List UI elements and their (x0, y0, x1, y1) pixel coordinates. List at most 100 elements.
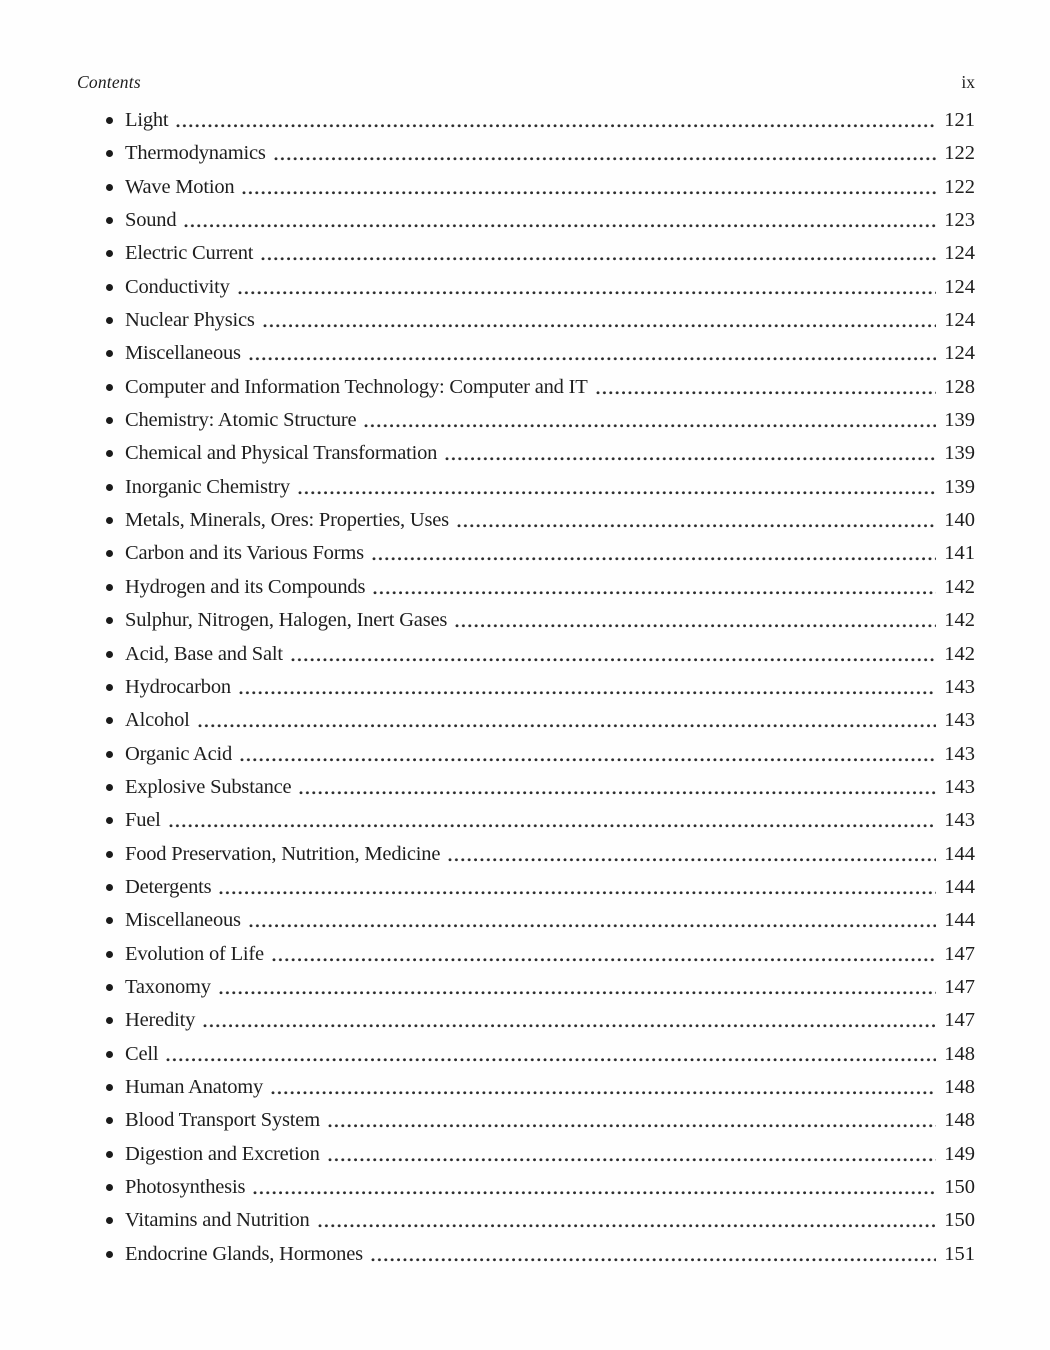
bullet-icon (104, 1038, 125, 1071)
toc-entry-page: 151 (944, 1242, 975, 1265)
toc-entry: Heredity 147 (104, 1004, 975, 1038)
toc-entry-page: 128 (944, 375, 975, 398)
toc-entry: Detergents 144 (104, 870, 975, 905)
toc-entry-title: Thermodynamics (125, 142, 266, 165)
toc-entry-title: Sound (125, 209, 177, 232)
toc-entry: Endocrine Glands, Hormones 151 (104, 1237, 975, 1272)
toc-entry-page: 124 (944, 342, 975, 365)
bullet-icon (104, 1204, 125, 1237)
toc-entry: Organic Acid 143 (104, 737, 975, 771)
dot-leader (447, 837, 936, 871)
toc-entry: Metals, Minerals, Ores: Properties, Uses… (104, 504, 975, 538)
running-head-title: Contents (77, 72, 141, 92)
toc-entry-title: Digestion and Excretion (125, 1142, 320, 1165)
toc-entry-page: 148 (944, 1109, 975, 1132)
bullet-icon (104, 1104, 125, 1137)
toc-entry-title: Wave Motion (125, 175, 235, 198)
toc-entry-page: 121 (944, 109, 975, 131)
dot-leader (241, 170, 936, 205)
toc-entry: Miscellaneous 124 (104, 337, 975, 371)
toc-entry-title: Hydrogen and its Compounds (125, 575, 366, 598)
dot-leader (298, 770, 936, 805)
bullet-icon (104, 137, 125, 170)
toc-entry-page: 124 (944, 309, 975, 332)
dot-leader (260, 237, 936, 271)
bullet-icon (104, 871, 125, 904)
dot-leader (236, 270, 936, 305)
toc-entry-page: 124 (944, 242, 975, 265)
dot-leader (175, 104, 936, 138)
toc-entry-page: 143 (944, 809, 975, 832)
dot-leader (252, 1171, 936, 1205)
dot-leader (454, 604, 936, 638)
dot-leader (196, 704, 936, 738)
bullet-icon (104, 537, 125, 570)
dot-leader (247, 904, 936, 938)
toc-entry-page: 144 (944, 842, 975, 865)
dot-leader (261, 304, 936, 338)
dot-leader (183, 204, 936, 238)
toc-entry-page: 150 (944, 1176, 975, 1198)
toc-entry: Conductivity 124 (104, 270, 975, 305)
bullet-icon (104, 171, 125, 204)
bullet-icon (104, 738, 125, 771)
toc-entry-page: 142 (944, 609, 975, 632)
dot-leader (167, 804, 936, 838)
toc-entry-page: 147 (944, 942, 975, 965)
toc-entry-title: Cell (125, 1042, 159, 1065)
toc-entry-page: 123 (944, 209, 975, 232)
toc-entry-title: Endocrine Glands, Hormones (125, 1242, 363, 1265)
toc-entry-title: Detergents (125, 875, 212, 898)
toc-entry: Hydrogen and its Compounds 142 (104, 570, 975, 605)
toc-entry-page: 149 (944, 1142, 975, 1165)
toc-entry-title: Carbon and its Various Forms (125, 542, 364, 565)
toc-entry-title: Heredity (125, 1009, 196, 1032)
bullet-icon (104, 771, 125, 804)
toc-entry-page: 140 (944, 509, 975, 532)
toc-entry-title: Blood Transport System (125, 1109, 320, 1132)
bullet-icon (104, 1071, 125, 1104)
toc-entry: Thermodynamics 122 (104, 137, 975, 171)
toc-entry-title: Organic Acid (125, 742, 233, 765)
toc-entry: Human Anatomy 148 (104, 1070, 975, 1105)
dot-leader (239, 737, 936, 771)
dot-leader (272, 137, 936, 171)
dot-leader (372, 570, 936, 605)
bullet-icon (104, 638, 125, 671)
bullet-icon (104, 971, 125, 1004)
toc-entry: Food Preservation, Nutrition, Medicine 1… (104, 837, 975, 871)
folio-page-number: ix (961, 72, 975, 92)
toc-entry: Carbon and its Various Forms 141 (104, 537, 975, 571)
bullet-icon (104, 1004, 125, 1037)
toc-entry-title: Nuclear Physics (125, 309, 255, 332)
bullet-icon (104, 938, 125, 971)
bullet-icon (104, 237, 125, 270)
toc-entry-page: 142 (944, 642, 975, 665)
dot-leader (326, 1104, 936, 1138)
dot-leader (202, 1004, 936, 1038)
dot-leader (270, 1070, 936, 1105)
toc-entry-page: 144 (944, 875, 975, 898)
toc-entry-title: Metals, Minerals, Ores: Properties, Uses (125, 509, 449, 532)
toc-entry: Hydrocarbon 143 (104, 670, 975, 705)
bullet-icon (104, 337, 125, 370)
toc-entry-page: 139 (944, 409, 975, 432)
toc-entry: Fuel 143 (104, 804, 975, 838)
dot-leader (370, 537, 936, 571)
toc-entry: Alcohol 143 (104, 704, 975, 738)
toc-entry-title: Evolution of Life (125, 942, 264, 965)
toc-entry: Electric Current 124 (104, 237, 975, 271)
toc-entry-page: 142 (944, 575, 975, 598)
bullet-icon (104, 471, 125, 504)
toc-entry: Explosive Substance 143 (104, 770, 975, 805)
bullet-icon (104, 304, 125, 337)
toc-entry-title: Miscellaneous (125, 342, 241, 365)
dot-leader (455, 504, 936, 538)
toc-entry-title: Miscellaneous (125, 909, 241, 932)
dot-leader (363, 404, 936, 438)
toc-entry-title: Alcohol (125, 709, 190, 732)
toc-entry: Blood Transport System 148 (104, 1104, 975, 1138)
bullet-icon (104, 704, 125, 737)
dot-leader (326, 1137, 936, 1171)
